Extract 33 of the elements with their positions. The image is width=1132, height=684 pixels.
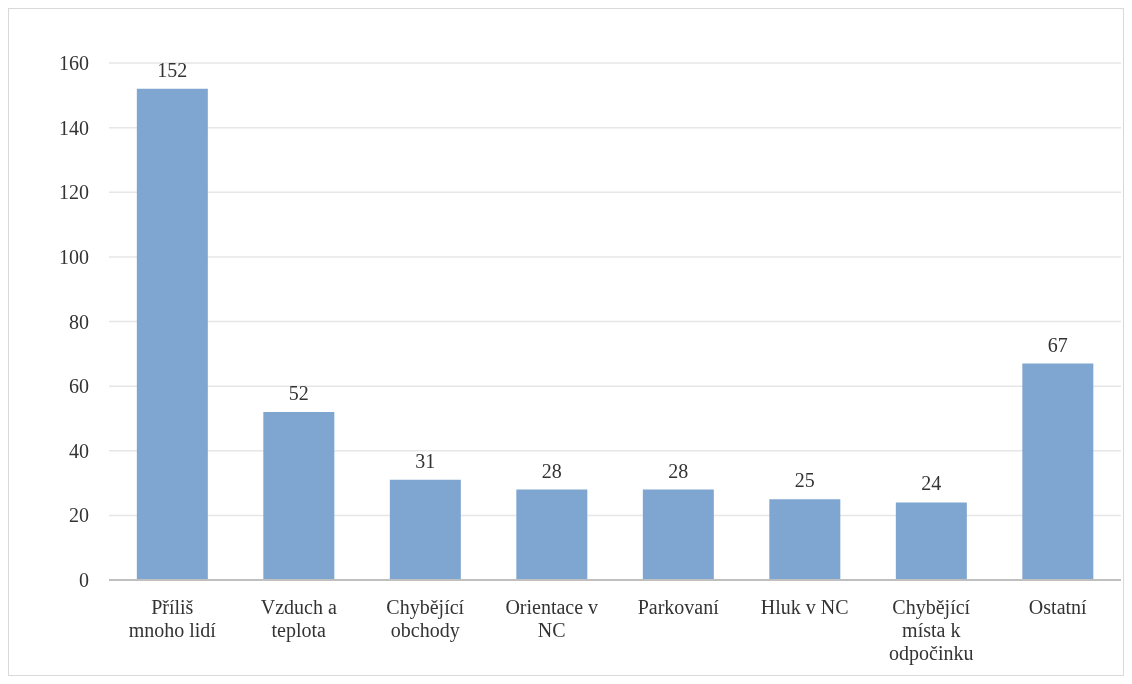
- data-label: 24: [921, 472, 942, 495]
- bar: [1022, 363, 1094, 580]
- data-label: 28: [668, 459, 689, 482]
- bar: [769, 499, 841, 580]
- bar: [895, 502, 967, 580]
- y-tick-label: 160: [59, 52, 89, 75]
- y-tick-label: 20: [69, 504, 89, 527]
- x-tick-label: Hluk v NC: [760, 596, 849, 618]
- x-tick-label: Ostatní: [1028, 596, 1088, 618]
- y-tick-label: 120: [59, 181, 89, 204]
- data-label: 67: [1047, 333, 1068, 356]
- x-tick-label: Parkovaní: [637, 596, 720, 618]
- x-tick-label: Orientace v NC: [505, 596, 599, 641]
- x-tick-label: Chybějící místa k odpočinku: [889, 596, 974, 665]
- data-label: 25: [794, 469, 815, 492]
- y-tick-label: 60: [69, 375, 89, 398]
- bar: [389, 479, 461, 580]
- bar: [516, 489, 588, 580]
- bar: [642, 489, 714, 580]
- x-tick-label: Chybějící obchody: [386, 596, 465, 642]
- data-label: 31: [415, 449, 436, 472]
- y-tick-label: 140: [59, 116, 89, 139]
- y-tick-label: 80: [69, 310, 89, 333]
- bar: [263, 411, 335, 580]
- bar: [136, 88, 208, 580]
- y-tick-label: 40: [69, 439, 89, 462]
- x-tick-label: Příliš mnoho lidí: [128, 596, 217, 641]
- x-tick-label: Vzduch a teplota: [260, 596, 337, 642]
- y-tick-label: 100: [59, 245, 89, 268]
- data-label: 152: [157, 58, 188, 81]
- y-tick-label: 0: [79, 569, 89, 592]
- data-label: 28: [541, 459, 562, 482]
- data-label: 52: [288, 381, 309, 404]
